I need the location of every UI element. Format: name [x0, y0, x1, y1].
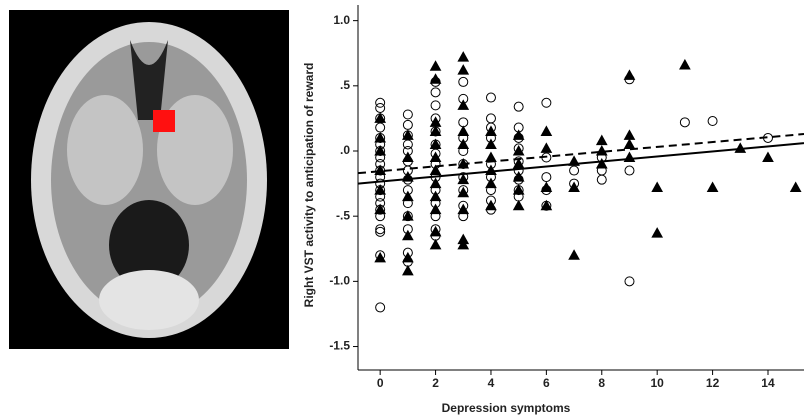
- circle-point: [486, 114, 495, 123]
- circle-point: [431, 88, 440, 97]
- triangle-point: [403, 211, 413, 220]
- circle-point: [376, 98, 385, 107]
- fit-line: [358, 134, 804, 173]
- x-tick-label: 2: [432, 376, 439, 390]
- triangle-point: [569, 250, 579, 259]
- y-tick-label: -.5: [336, 208, 350, 222]
- circle-point: [376, 103, 385, 112]
- circle-point: [542, 173, 551, 182]
- triangle-point: [403, 266, 413, 275]
- x-tick-label: 10: [651, 376, 665, 390]
- brain-image: [9, 10, 289, 349]
- circle-point: [376, 303, 385, 312]
- circle-point: [597, 175, 606, 184]
- circle-point: [680, 118, 689, 127]
- circle-point: [431, 101, 440, 110]
- triangle-point: [597, 136, 607, 145]
- circle-point: [570, 166, 579, 175]
- circle-point: [514, 102, 523, 111]
- triangle-point: [624, 70, 634, 79]
- circle-point: [486, 93, 495, 102]
- y-tick-label: -1.5: [329, 339, 350, 353]
- triangle-point: [375, 133, 385, 142]
- y-tick-label: .0: [340, 143, 350, 157]
- x-tick-label: 14: [761, 376, 775, 390]
- triangle-point: [624, 139, 634, 148]
- triangle-point: [431, 61, 441, 70]
- x-tick-label: 0: [377, 376, 384, 390]
- triangle-point: [486, 153, 496, 162]
- x-tick-label: 4: [488, 376, 495, 390]
- triangle-point: [375, 113, 385, 122]
- triangle-point: [431, 139, 441, 148]
- triangle-point: [652, 183, 662, 192]
- y-tick-label: .5: [340, 78, 350, 92]
- triangle-point: [514, 201, 524, 210]
- triangle-point: [652, 228, 662, 237]
- triangle-point: [624, 130, 634, 139]
- triangle-point: [458, 52, 468, 61]
- triangle-point: [680, 60, 690, 69]
- circle-point: [625, 166, 634, 175]
- triangle-point: [541, 126, 551, 135]
- triangle-point: [486, 201, 496, 210]
- x-axis-label: Depression symptoms: [442, 401, 571, 415]
- triangle-point: [431, 240, 441, 249]
- y-tick-label: 1.0: [333, 13, 350, 27]
- triangle-point: [458, 126, 468, 135]
- triangle-point: [541, 143, 551, 152]
- circle-point: [403, 120, 412, 129]
- x-tick-label: 8: [598, 376, 605, 390]
- y-tick-label: -1.0: [329, 274, 350, 288]
- circle-point: [376, 123, 385, 132]
- circle-point: [708, 117, 717, 126]
- figure: Depression symptoms Right VST activity t…: [0, 0, 804, 419]
- x-tick-label: 6: [543, 376, 550, 390]
- triangle-point: [458, 65, 468, 74]
- triangle-point: [791, 183, 801, 192]
- y-axis-label: Right VST activity to anticipation of re…: [302, 63, 316, 308]
- triangle-point: [708, 183, 718, 192]
- circle-point: [403, 110, 412, 119]
- circle-point: [625, 277, 634, 286]
- triangle-point: [541, 201, 551, 210]
- x-tick-label: 12: [706, 376, 720, 390]
- circle-point: [542, 98, 551, 107]
- circle-point: [459, 77, 468, 86]
- triangle-point: [763, 153, 773, 162]
- triangle-point: [514, 185, 524, 194]
- triangle-point: [403, 253, 413, 262]
- triangle-point: [403, 130, 413, 139]
- triangle-point: [431, 126, 441, 135]
- fit-line: [358, 143, 804, 183]
